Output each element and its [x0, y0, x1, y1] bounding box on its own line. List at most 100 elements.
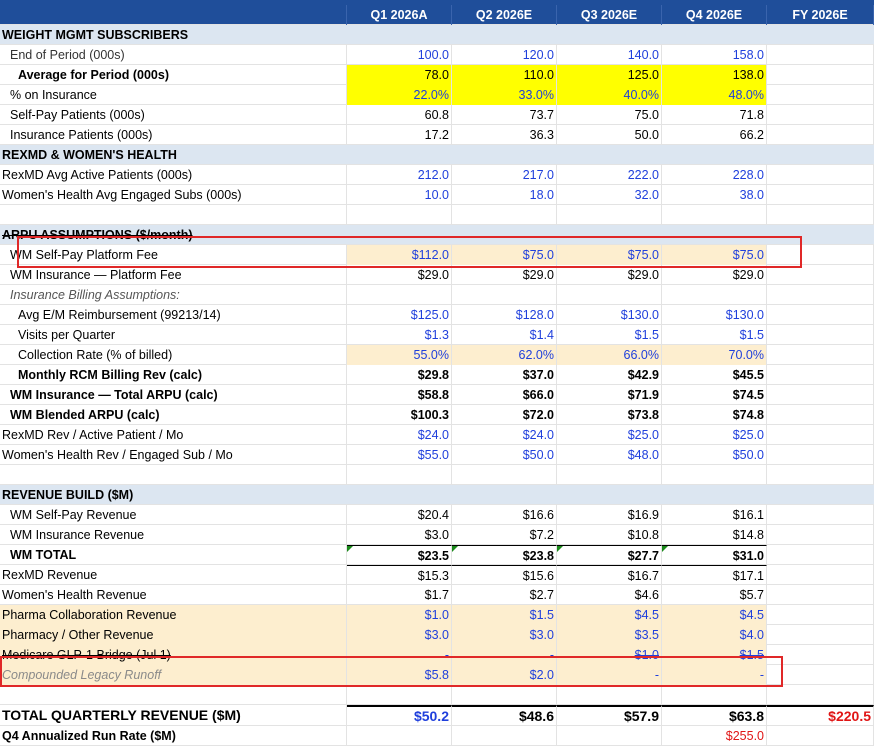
- cell-fy[interactable]: [767, 85, 874, 105]
- row-label[interactable]: Women's Health Avg Engaged Subs (000s): [0, 185, 347, 205]
- empty-cell[interactable]: [0, 685, 347, 705]
- cell-q1[interactable]: $3.0: [347, 625, 452, 645]
- cell-fy[interactable]: [767, 565, 874, 585]
- row-label[interactable]: Insurance Patients (000s): [0, 125, 347, 145]
- cell-q1[interactable]: $100.3: [347, 405, 452, 425]
- row-label[interactable]: Average for Period (000s): [0, 65, 347, 85]
- cell-q2[interactable]: 120.0: [452, 45, 557, 65]
- cell-q3[interactable]: $25.0: [557, 425, 662, 445]
- cell-q3[interactable]: 125.0: [557, 65, 662, 85]
- row-label[interactable]: RexMD Rev / Active Patient / Mo: [0, 425, 347, 445]
- row-label[interactable]: TOTAL QUARTERLY REVENUE ($M): [0, 705, 347, 726]
- cell-q4[interactable]: $74.8: [662, 405, 767, 425]
- row-label[interactable]: Pharma Collaboration Revenue: [0, 605, 347, 625]
- cell-q3[interactable]: $71.9: [557, 385, 662, 405]
- empty-cell[interactable]: [0, 205, 347, 225]
- cell-q1[interactable]: $1.7: [347, 585, 452, 605]
- cell-q1[interactable]: $3.0: [347, 525, 452, 545]
- section-title[interactable]: WEIGHT MGMT SUBSCRIBERS: [2, 28, 189, 42]
- cell-q1[interactable]: 78.0: [347, 65, 452, 85]
- cell-q2[interactable]: $15.6: [452, 565, 557, 585]
- empty-cell[interactable]: [557, 465, 662, 485]
- cell-q4[interactable]: -: [662, 665, 767, 685]
- cell-q3[interactable]: -: [557, 665, 662, 685]
- cell-q3[interactable]: $48.0: [557, 445, 662, 465]
- cell-fy[interactable]: [767, 345, 874, 365]
- empty-cell[interactable]: [767, 285, 874, 305]
- empty-cell[interactable]: [452, 465, 557, 485]
- empty-cell[interactable]: [662, 685, 767, 705]
- cell-fy[interactable]: [767, 665, 874, 685]
- cell-q1[interactable]: $5.8: [347, 665, 452, 685]
- cell-q2[interactable]: 217.0: [452, 165, 557, 185]
- cell-q3[interactable]: [557, 726, 662, 746]
- cell-q2[interactable]: $2.0: [452, 665, 557, 685]
- col-header-q2[interactable]: Q2 2026E: [452, 5, 557, 25]
- header-label-cell[interactable]: [0, 5, 347, 25]
- row-label[interactable]: WM Insurance — Total ARPU (calc): [0, 385, 347, 405]
- empty-cell[interactable]: [662, 465, 767, 485]
- cell-q4[interactable]: $29.0: [662, 265, 767, 285]
- cell-q3[interactable]: $130.0: [557, 305, 662, 325]
- cell-q3[interactable]: $73.8: [557, 405, 662, 425]
- cell-fy[interactable]: [767, 165, 874, 185]
- cell-q3[interactable]: 222.0: [557, 165, 662, 185]
- cell-q1[interactable]: $1.0: [347, 605, 452, 625]
- row-label[interactable]: WM Blended ARPU (calc): [0, 405, 347, 425]
- cell-q1[interactable]: $23.5: [347, 545, 452, 565]
- cell-q2[interactable]: -: [452, 645, 557, 665]
- cell-q3[interactable]: 32.0: [557, 185, 662, 205]
- cell-q4[interactable]: 70.0%: [662, 345, 767, 365]
- section-title[interactable]: REVENUE BUILD ($M): [2, 488, 134, 502]
- cell-q4[interactable]: $130.0: [662, 305, 767, 325]
- col-header-q1[interactable]: Q1 2026A: [347, 5, 452, 25]
- cell-q2[interactable]: $2.7: [452, 585, 557, 605]
- cell-q2[interactable]: $128.0: [452, 305, 557, 325]
- section-title[interactable]: REXMD & WOMEN'S HEALTH: [2, 148, 177, 162]
- cell-fy[interactable]: [767, 445, 874, 465]
- cell-q4[interactable]: 66.2: [662, 125, 767, 145]
- empty-cell[interactable]: [452, 285, 557, 305]
- empty-cell[interactable]: [347, 285, 452, 305]
- empty-cell[interactable]: [557, 285, 662, 305]
- cell-fy[interactable]: [767, 125, 874, 145]
- cell-q1[interactable]: $55.0: [347, 445, 452, 465]
- cell-fy[interactable]: [767, 525, 874, 545]
- cell-fy[interactable]: [767, 365, 874, 385]
- cell-q2[interactable]: $1.5: [452, 605, 557, 625]
- cell-q4[interactable]: $25.0: [662, 425, 767, 445]
- cell-q2[interactable]: [452, 726, 557, 746]
- row-label[interactable]: Visits per Quarter: [0, 325, 347, 345]
- row-label[interactable]: Women's Health Rev / Engaged Sub / Mo: [0, 445, 347, 465]
- cell-q3[interactable]: $27.7: [557, 545, 662, 565]
- cell-q3[interactable]: $10.8: [557, 525, 662, 545]
- row-label[interactable]: % on Insurance: [0, 85, 347, 105]
- cell-q4[interactable]: 38.0: [662, 185, 767, 205]
- empty-cell[interactable]: [452, 685, 557, 705]
- cell-q4[interactable]: $4.5: [662, 605, 767, 625]
- cell-fy[interactable]: [767, 425, 874, 445]
- cell-q2[interactable]: 62.0%: [452, 345, 557, 365]
- cell-q3[interactable]: $57.9: [557, 705, 662, 726]
- cell-q2[interactable]: $24.0: [452, 425, 557, 445]
- row-label[interactable]: Avg E/M Reimbursement (99213/14): [0, 305, 347, 325]
- cell-fy[interactable]: [767, 65, 874, 85]
- cell-q3[interactable]: 50.0: [557, 125, 662, 145]
- cell-q1[interactable]: 212.0: [347, 165, 452, 185]
- empty-cell[interactable]: [347, 685, 452, 705]
- cell-fy[interactable]: [767, 265, 874, 285]
- cell-fy[interactable]: [767, 625, 874, 645]
- empty-cell[interactable]: [347, 205, 452, 225]
- cell-q4[interactable]: $17.1: [662, 565, 767, 585]
- cell-q1[interactable]: 55.0%: [347, 345, 452, 365]
- row-label[interactable]: Compounded Legacy Runoff: [0, 665, 347, 685]
- row-label[interactable]: WM Insurance Revenue: [0, 525, 347, 545]
- cell-q3[interactable]: $16.7: [557, 565, 662, 585]
- cell-q1[interactable]: 100.0: [347, 45, 452, 65]
- row-label[interactable]: Q4 Annualized Run Rate ($M): [0, 726, 347, 746]
- cell-fy[interactable]: [767, 305, 874, 325]
- empty-cell[interactable]: [662, 205, 767, 225]
- col-header-q3[interactable]: Q3 2026E: [557, 5, 662, 25]
- cell-fy[interactable]: $220.5: [767, 705, 874, 726]
- cell-q1[interactable]: $58.8: [347, 385, 452, 405]
